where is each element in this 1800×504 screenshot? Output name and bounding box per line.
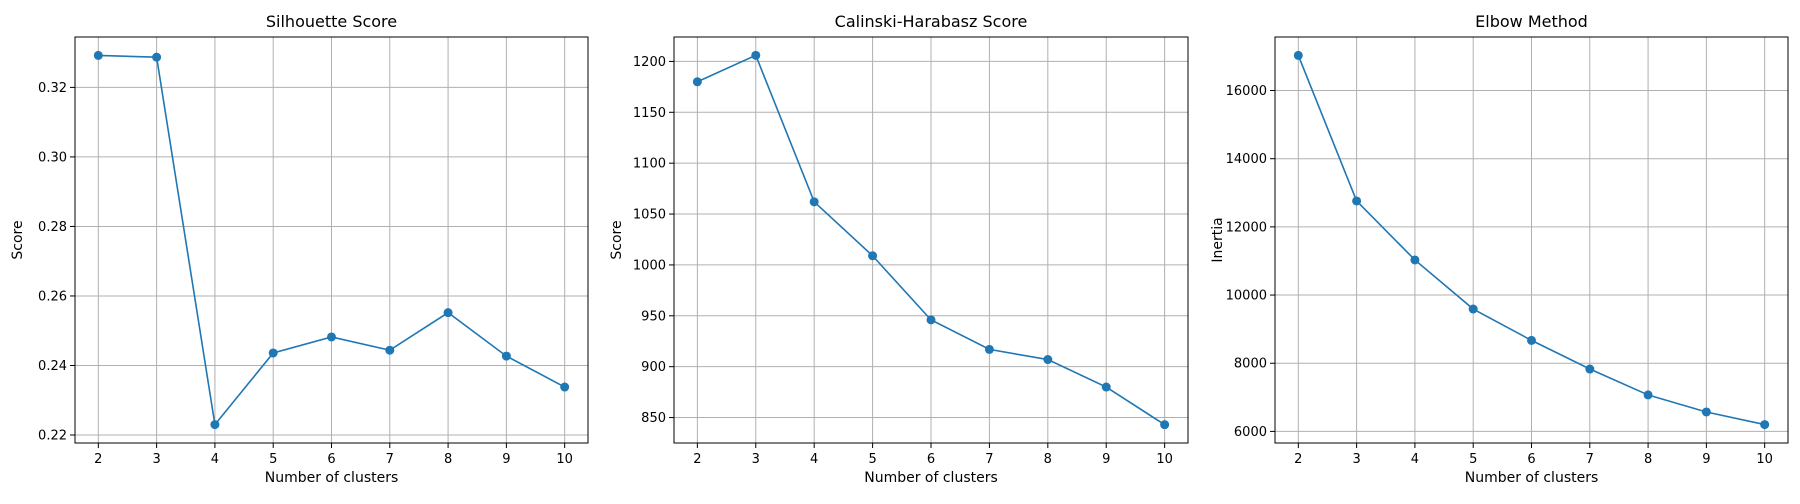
x-tick-label: 8 xyxy=(1044,452,1052,467)
data-point xyxy=(268,348,278,358)
chart-panel-2: 2 3 4 5 6 7 8 9 10 850 900 950 1000 1050 1100 1150 1200 C… xyxy=(609,12,1189,486)
grid xyxy=(674,37,1188,443)
data-point xyxy=(1293,50,1303,60)
x-tick-label: 6 xyxy=(327,452,335,467)
y-tick-label: 0.22 xyxy=(38,429,67,444)
data-point xyxy=(501,351,511,361)
x-tick-label: 7 xyxy=(1586,452,1594,467)
x-tick-label: 9 xyxy=(1102,452,1110,467)
chart-panel-3: 2 3 4 5 6 7 8 9 10 6000 8000 10000 12000 14000 16000 El… xyxy=(1210,12,1789,486)
y-tick-label: 1200 xyxy=(633,55,666,70)
x-tick-label: 7 xyxy=(386,452,394,467)
y-tick-label: 16000 xyxy=(1226,84,1267,99)
x-tick-label: 5 xyxy=(1469,452,1477,467)
chart-panel-1: 2 3 4 5 6 7 8 9 10 0.22 0.24 0.26 0.28 0.30 0.32 Silhou… xyxy=(10,12,589,486)
x-tick-label: 3 xyxy=(1352,452,1360,467)
data-point xyxy=(751,50,761,60)
x-axis-label: Number of clusters xyxy=(1465,470,1599,486)
y-tick-label: 0.24 xyxy=(38,359,67,374)
data-point xyxy=(152,52,162,62)
y-axis-label: Score xyxy=(10,220,26,259)
x-tick-label: 8 xyxy=(444,452,452,467)
y-tick-label: 950 xyxy=(641,309,666,324)
data-point xyxy=(1527,335,1536,345)
x-tick-label: 3 xyxy=(752,452,760,467)
y-tick-label: 0.32 xyxy=(38,81,67,96)
y-tick-label: 14000 xyxy=(1226,152,1267,167)
data-point xyxy=(1410,255,1420,265)
y-tick-label: 1000 xyxy=(633,258,666,273)
x-tick-label: 9 xyxy=(502,452,510,467)
y-tick-label: 900 xyxy=(641,360,666,375)
data-point xyxy=(1643,390,1653,400)
y-tick-label: 10000 xyxy=(1226,289,1267,304)
x-tick-label: 10 xyxy=(1756,452,1773,467)
chart-title: Calinski-Harabasz Score xyxy=(835,12,1028,31)
y-tick-label: 12000 xyxy=(1226,220,1267,235)
x-tick-label: 4 xyxy=(1411,452,1419,467)
y-tick-label: 1050 xyxy=(633,208,666,223)
data-point xyxy=(93,50,103,60)
grid xyxy=(75,37,588,443)
x-tick-label: 8 xyxy=(1644,452,1652,467)
x-tick-label: 2 xyxy=(693,452,701,467)
x-tick-label: 6 xyxy=(1527,452,1535,467)
data-point xyxy=(1585,364,1595,374)
y-tick-label: 6000 xyxy=(1234,425,1267,440)
y-tick-label: 0.30 xyxy=(38,150,67,165)
data-point xyxy=(984,344,994,354)
x-tick-label: 3 xyxy=(152,452,160,467)
x-axis-label: Number of clusters xyxy=(864,470,998,486)
x-axis-label: Number of clusters xyxy=(265,470,399,486)
x-tick-label: 5 xyxy=(868,452,876,467)
y-axis-label: Inertia xyxy=(1210,217,1226,262)
data-point xyxy=(1760,420,1770,430)
y-tick-label: 1100 xyxy=(633,157,666,172)
data-point xyxy=(1468,304,1478,314)
data-point xyxy=(385,345,395,355)
y-tick-label: 850 xyxy=(641,411,666,426)
x-tick-label: 6 xyxy=(927,452,935,467)
y-tick-label: 0.26 xyxy=(38,289,67,304)
y-tick-label: 1150 xyxy=(633,106,666,121)
y-tick-label: 8000 xyxy=(1234,357,1267,372)
data-point xyxy=(1352,196,1362,206)
data-point xyxy=(1043,355,1053,365)
data-point xyxy=(1101,382,1111,392)
data-point xyxy=(1701,407,1711,417)
chart-title: Elbow Method xyxy=(1475,12,1588,31)
data-point xyxy=(560,382,570,392)
data-point xyxy=(926,315,936,325)
y-axis-label: Score xyxy=(609,220,625,259)
data-point xyxy=(327,332,336,342)
x-tick-label: 9 xyxy=(1702,452,1710,467)
data-point xyxy=(443,308,453,318)
x-tick-label: 5 xyxy=(269,452,277,467)
x-tick-label: 4 xyxy=(211,452,219,467)
data-point xyxy=(692,77,702,87)
data-point xyxy=(868,251,878,261)
data-point xyxy=(1160,420,1170,430)
data-point xyxy=(809,197,819,207)
x-tick-label: 10 xyxy=(1156,452,1173,467)
x-tick-label: 4 xyxy=(810,452,818,467)
grid xyxy=(1275,37,1788,443)
y-tick-label: 0.28 xyxy=(38,220,67,235)
x-tick-label: 7 xyxy=(985,452,993,467)
data-point xyxy=(210,420,220,430)
x-tick-label: 2 xyxy=(1294,452,1302,467)
x-tick-label: 10 xyxy=(556,452,573,467)
x-tick-label: 2 xyxy=(94,452,102,467)
chart-title: Silhouette Score xyxy=(266,12,397,31)
